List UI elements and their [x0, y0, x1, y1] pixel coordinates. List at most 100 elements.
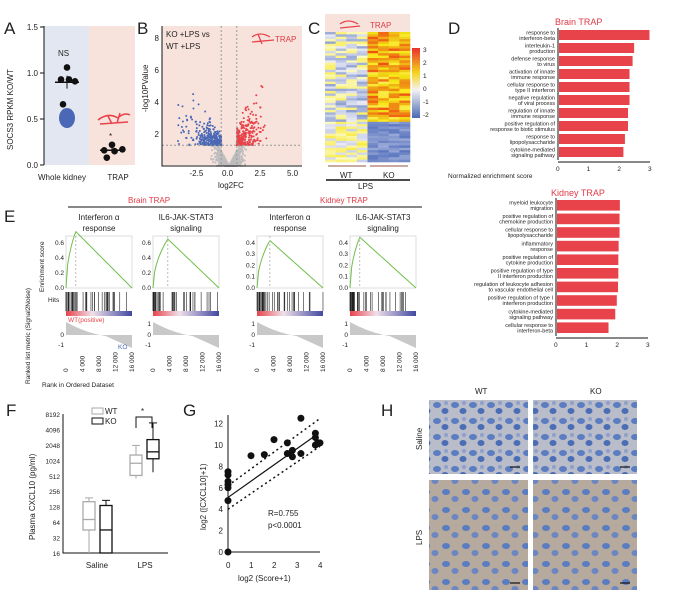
a-ytick-label: 1.5 [27, 23, 39, 32]
heatmap-cell [367, 114, 379, 118]
heatmap-cell [346, 74, 358, 78]
e-xlabel: Rank in Ordered Dataset [42, 382, 114, 389]
data-point [224, 548, 232, 556]
volcano-point-down [207, 131, 210, 134]
go-term-label: cytokine-mediated [508, 309, 553, 315]
heatmap-cell [388, 93, 400, 97]
heatmap-cell [367, 53, 379, 56]
volcano-point-down [218, 130, 221, 133]
legend-ko-swatch [91, 417, 104, 425]
colorbar-tick-label: 2 [423, 60, 427, 67]
heatmap-cell [388, 55, 400, 59]
es-tick-label: 0.2 [246, 262, 255, 269]
volcano-point-down [189, 115, 192, 118]
panel-label-g: G [183, 401, 196, 420]
neuron-icon [339, 20, 361, 29]
go-term-label: chemokine production [499, 220, 553, 226]
heatmap-cell [356, 84, 368, 87]
data-point [100, 146, 108, 154]
d-xtick-label: 2 [615, 342, 619, 349]
heatmap-cell [388, 32, 400, 35]
volcano-point-down [207, 134, 210, 137]
heatmap-cell [399, 53, 411, 56]
volcano-point-ns [238, 148, 241, 151]
volcano-point-down [208, 140, 211, 143]
rank-tick-label: 0 [251, 332, 255, 339]
volcano-point-up [257, 126, 260, 129]
heatmap-cell [335, 147, 347, 151]
heatmap-cell [346, 145, 358, 149]
heatmap-cell [367, 143, 379, 146]
panel-f: 16 32 64 128 256 512 1024 2048 4096 8192 Saline LPS… [28, 407, 168, 570]
heatmap-cell [367, 41, 379, 45]
heatmap-cell [346, 105, 358, 108]
heatmap-cell [388, 86, 400, 90]
volcano-point-ns [235, 156, 238, 159]
heatmap-cell [378, 74, 390, 78]
heatmap-cell [367, 98, 379, 101]
legend-wt: WT [105, 407, 118, 416]
heatmap-cell [399, 48, 411, 52]
data-point [260, 451, 268, 459]
heatmap-cell [388, 95, 400, 99]
heatmap-cell [325, 126, 336, 130]
heatmap-cell [399, 133, 411, 137]
box [146, 438, 160, 460]
heatmap-cell [356, 91, 368, 94]
heatmap-cell [399, 43, 411, 47]
volcano-point-down [212, 132, 215, 135]
volcano-point-ns [231, 159, 234, 162]
volcano-point-down [186, 119, 189, 122]
heatmap-cell [399, 159, 411, 163]
heatmap-cell [367, 126, 379, 130]
heatmap-cell [399, 50, 411, 54]
heatmap-cell [367, 102, 379, 106]
heatmap-cell [335, 126, 347, 130]
heatmap-cell [378, 128, 390, 132]
g-axes [227, 415, 320, 553]
e-plot-title: signaling [367, 224, 399, 233]
volcano-point-down [214, 130, 217, 133]
heatmap-cell [325, 74, 336, 78]
heatmap-cell [367, 110, 379, 113]
heatmap-cell [399, 105, 411, 108]
heatmap-cell [346, 133, 358, 137]
heatmap-cell [335, 107, 347, 111]
go-term-label: signaling pathway [511, 153, 555, 159]
heatmap-cell [378, 102, 390, 106]
d-xtick-label: 1 [587, 166, 591, 173]
heatmap-cell [325, 112, 336, 116]
heatmap-cell [335, 65, 347, 68]
enrichment-bar [559, 82, 630, 92]
heatmap-cell [356, 39, 368, 42]
volcano-point-down [203, 143, 206, 146]
heatmap-cell [356, 67, 368, 71]
volcano-point-down [180, 125, 183, 128]
heatmap-cell [399, 72, 411, 75]
heatmap-cell [367, 67, 379, 71]
go-term-label: positive regulation of [503, 255, 554, 261]
heatmap-cell [388, 126, 400, 130]
heatmap-cell [335, 53, 347, 56]
histology-wt-lps [429, 480, 528, 590]
heatmap-cell [346, 34, 358, 38]
heatmap-cell [367, 32, 379, 35]
volcano-point-up [250, 142, 253, 145]
volcano-point-up [242, 130, 245, 133]
heatmap-cell [399, 76, 411, 80]
heatmap-cell [378, 114, 390, 118]
heatmap-cell [399, 110, 411, 113]
es-tick-label: 0.2 [339, 262, 348, 269]
volcano-point-down [202, 140, 205, 143]
heatmap-cell [356, 58, 368, 61]
heatmap-cell [335, 69, 347, 73]
volcano-point-up [250, 110, 253, 113]
heatmap-cell [325, 67, 336, 71]
heatmap-cell [367, 93, 379, 97]
enrichment-bar [557, 213, 620, 225]
heatmap-cell [335, 67, 347, 71]
heatmap-cell [399, 114, 411, 118]
volcano-point-down [176, 140, 179, 143]
volcano-point-down [197, 131, 200, 134]
e-neg-label: KO [118, 344, 127, 351]
